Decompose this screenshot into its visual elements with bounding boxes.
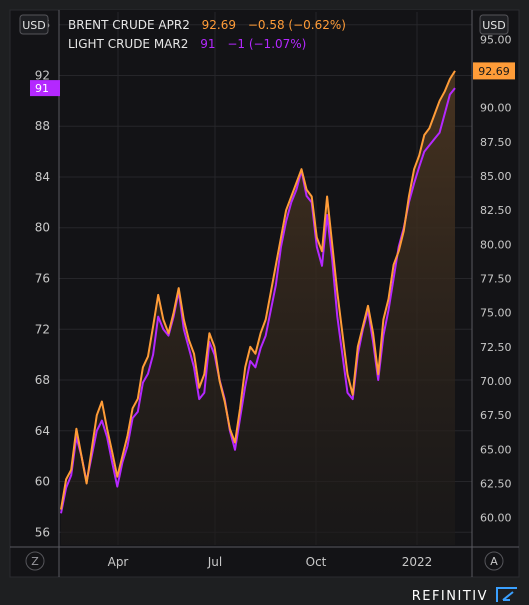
left-tick-label: 88 (35, 119, 50, 133)
legend: BRENT CRUDE APR2 92.69 −0.58 (−0.62%) LI… (68, 18, 346, 51)
right-tick-label: 85.00 (480, 170, 512, 183)
x-axis-ticks: Apr Jul Oct 2022 (108, 555, 433, 569)
brent-last-value-tag (473, 62, 515, 80)
left-tick-label: 72 (35, 322, 50, 336)
right-tick-label: 70.00 (480, 375, 512, 388)
z-button[interactable]: Z (25, 551, 45, 571)
brent-last-value: 92.69 (478, 65, 510, 78)
a-button[interactable]: A (484, 551, 504, 571)
left-tick-label: 68 (35, 373, 50, 387)
refinitiv-logo-icon (496, 587, 517, 602)
legend-light-value: 91 (200, 37, 215, 51)
brent-area-fill (61, 70, 455, 546)
right-axis-ticks: 95.0092.5090.0087.5085.0082.5080.0077.50… (480, 33, 512, 524)
legend-brent-change: −0.58 (−0.62%) (248, 18, 346, 32)
right-tick-label: 87.50 (480, 136, 512, 149)
left-tick-label: 76 (35, 272, 50, 286)
a-button-label: A (490, 555, 498, 568)
brand-name: REFINITIV (412, 589, 488, 604)
legend-light-row: LIGHT CRUDE MAR2 91 −1 (−1.07%) (68, 37, 306, 51)
left-unit-badge (19, 14, 49, 35)
legend-brent-name: BRENT CRUDE APR2 (68, 18, 190, 32)
legend-light-change: −1 (−1.07%) (227, 37, 306, 51)
left-tick-label: 60 (35, 475, 50, 489)
right-tick-label: 80.00 (480, 238, 512, 251)
right-tick-label: 75.00 (480, 307, 512, 320)
left-tick-label: 92 (35, 68, 50, 82)
legend-brent-value: 92.69 (202, 18, 236, 32)
left-tick-label: 80 (35, 221, 50, 235)
left-tick-label: 84 (35, 170, 50, 184)
left-tick-label: 56 (35, 525, 50, 539)
legend-light-name: LIGHT CRUDE MAR2 (68, 37, 188, 51)
right-tick-label: 62.50 (480, 478, 512, 491)
right-tick-label: 95.00 (480, 33, 512, 46)
right-tick-label: 67.50 (480, 409, 512, 422)
left-unit-label: USD (22, 19, 46, 32)
right-unit-label: USD (482, 19, 506, 32)
brent-crude-line (60, 70, 456, 510)
x-tick-label: Oct (306, 555, 327, 569)
x-tick-label: Apr (108, 555, 129, 569)
right-tick-label: 77.50 (480, 273, 512, 286)
right-tick-label: 90.00 (480, 102, 512, 115)
left-tick-label: 64 (35, 424, 50, 438)
x-tick-label: 2022 (402, 555, 433, 569)
light-last-value: 91 (35, 82, 49, 95)
x-tick-label: Jul (207, 555, 222, 569)
right-unit-badge (479, 14, 509, 35)
right-tick-label: 60.00 (480, 512, 512, 525)
right-tick-label: 82.50 (480, 204, 512, 217)
legend-brent-row: BRENT CRUDE APR2 92.69 −0.58 (−0.62%) (68, 18, 346, 32)
right-tick-label: 65.00 (480, 443, 512, 456)
light-last-value-tag (30, 80, 60, 97)
right-tick-label: 72.50 (480, 341, 512, 354)
z-button-label: Z (31, 555, 39, 568)
light-crude-line (60, 87, 456, 514)
